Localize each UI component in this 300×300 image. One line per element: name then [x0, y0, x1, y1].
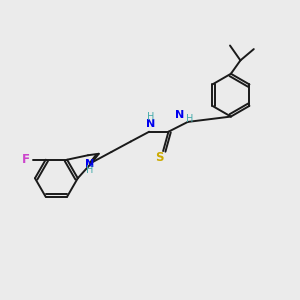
- Text: H: H: [187, 114, 194, 124]
- Text: S: S: [155, 151, 164, 164]
- Text: H: H: [147, 112, 154, 122]
- Text: N: N: [146, 119, 155, 129]
- Text: N: N: [175, 110, 184, 120]
- Text: H: H: [86, 165, 93, 175]
- Text: N: N: [85, 159, 94, 169]
- Text: F: F: [22, 153, 30, 166]
